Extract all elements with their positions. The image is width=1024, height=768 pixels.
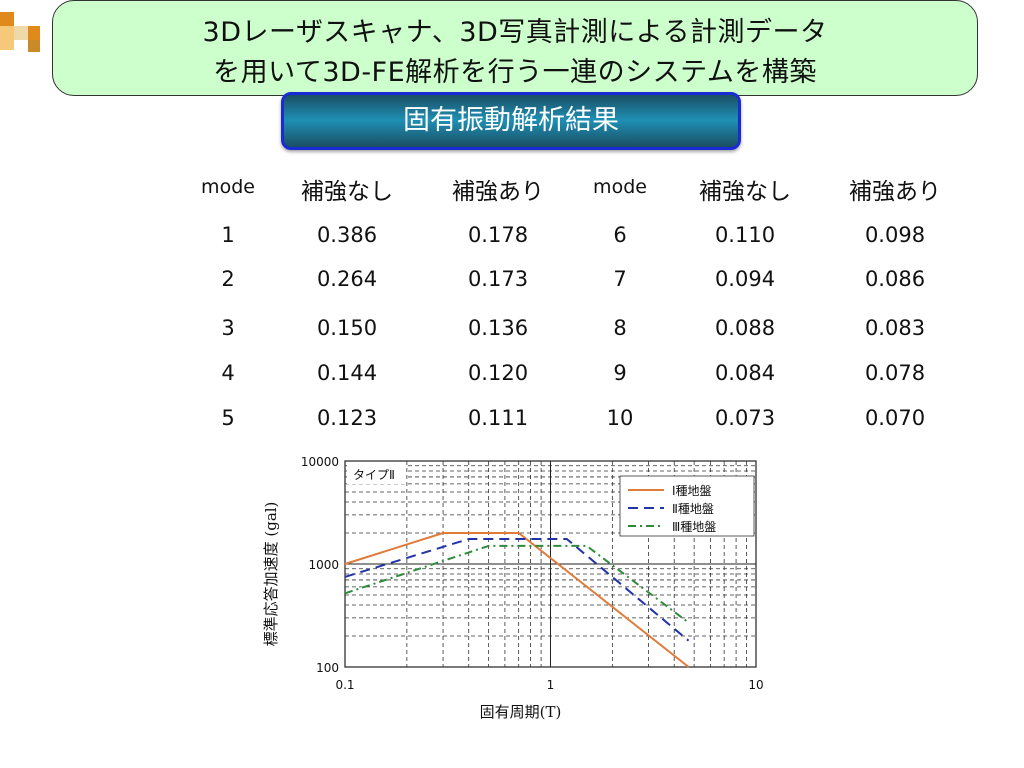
x-tick-label: 10: [748, 678, 763, 692]
table-cell: 1: [221, 223, 235, 247]
chart-title-bg: [347, 464, 405, 484]
legend-label-3: Ⅲ種地盤: [672, 520, 716, 534]
table-cell: 0.088: [714, 316, 776, 340]
table-cell: 4: [221, 361, 235, 385]
table-cell: 0.070: [864, 406, 926, 430]
table-cell: 0.073: [714, 406, 776, 430]
table-cell: 0.136: [467, 316, 529, 340]
series-line-2: [344, 538, 690, 642]
y-tick-label: 1000: [308, 558, 339, 572]
decorative-square-orange-2: [28, 26, 40, 40]
table-cell: 0.078: [864, 361, 926, 385]
table-header-0: mode: [201, 176, 255, 198]
table-cell: 5: [221, 406, 235, 430]
x-tick-label: 1: [547, 678, 555, 692]
subtitle-banner: 固有振動解析結果: [281, 92, 741, 150]
series-line-1: [344, 532, 690, 668]
y-axis-label: 標準応答加速度 (gal): [262, 502, 280, 647]
legend-label-1: Ⅰ種地盤: [672, 484, 712, 498]
table-cell: 0.111: [467, 406, 529, 430]
table-cell: 0.120: [467, 361, 529, 385]
x-tick-label: 0.1: [335, 678, 354, 692]
y-tick-label: 10000: [301, 455, 339, 469]
table-cell: 0.098: [864, 223, 926, 247]
table-cell: 2: [221, 267, 235, 291]
table-cell: 0.123: [316, 406, 378, 430]
table-cell: 0.173: [467, 267, 529, 291]
table-cell: 6: [613, 223, 627, 247]
series-line-3: [344, 544, 690, 624]
decorative-square-yellow: [0, 26, 14, 50]
y-tick-label: 100: [316, 661, 339, 675]
table-cell: 0.094: [714, 267, 776, 291]
table-header-5: 補強あり: [849, 179, 941, 205]
response-spectrum-chart: タイプⅡ Ⅰ種地盤 Ⅱ種地盤 Ⅲ種地盤 10000 1000 100 0.1 1 10 固有周期(T…: [262, 455, 764, 721]
decorative-square-tan: [14, 26, 28, 40]
table-header-2: 補強あり: [452, 179, 544, 205]
table-cell: 8: [613, 316, 627, 340]
table-cell: 0.386: [316, 223, 378, 247]
table-header-1: 補強なし: [301, 179, 393, 205]
table-cell: 0.178: [467, 223, 529, 247]
x-axis-label: 固有周期(T): [480, 703, 562, 721]
title-box: 3Dレーザスキャナ、3D写真計測による計測データ を用いて3D-FE解析を行う一…: [52, 0, 978, 96]
title-line-1: 3Dレーザスキャナ、3D写真計測による計測データ: [202, 17, 828, 48]
table-cell: 0.150: [316, 316, 378, 340]
table-cell: 3: [221, 316, 235, 340]
table-cell: 7: [613, 267, 627, 291]
table-cell: 0.264: [316, 267, 378, 291]
table-cell: 0.086: [864, 267, 926, 291]
table-header-4: 補強なし: [699, 179, 791, 205]
legend-box: [619, 475, 755, 537]
table-cell: 0.110: [714, 223, 776, 247]
decorative-square-dark: [28, 40, 40, 52]
table-cell: 0.083: [864, 316, 926, 340]
decorative-square-orange: [0, 12, 14, 26]
table-cell: 0.084: [714, 361, 776, 385]
legend-label-2: Ⅱ種地盤: [672, 502, 714, 516]
table-header-3: mode: [593, 176, 647, 198]
table-cell: 0.144: [316, 361, 378, 385]
chart-title: タイプⅡ: [353, 468, 395, 482]
title-line-2: を用いて3D-FE解析を行う一連のシステムを構築: [213, 57, 817, 88]
table-cell: 9: [613, 361, 627, 385]
table-cell: 10: [606, 406, 634, 430]
